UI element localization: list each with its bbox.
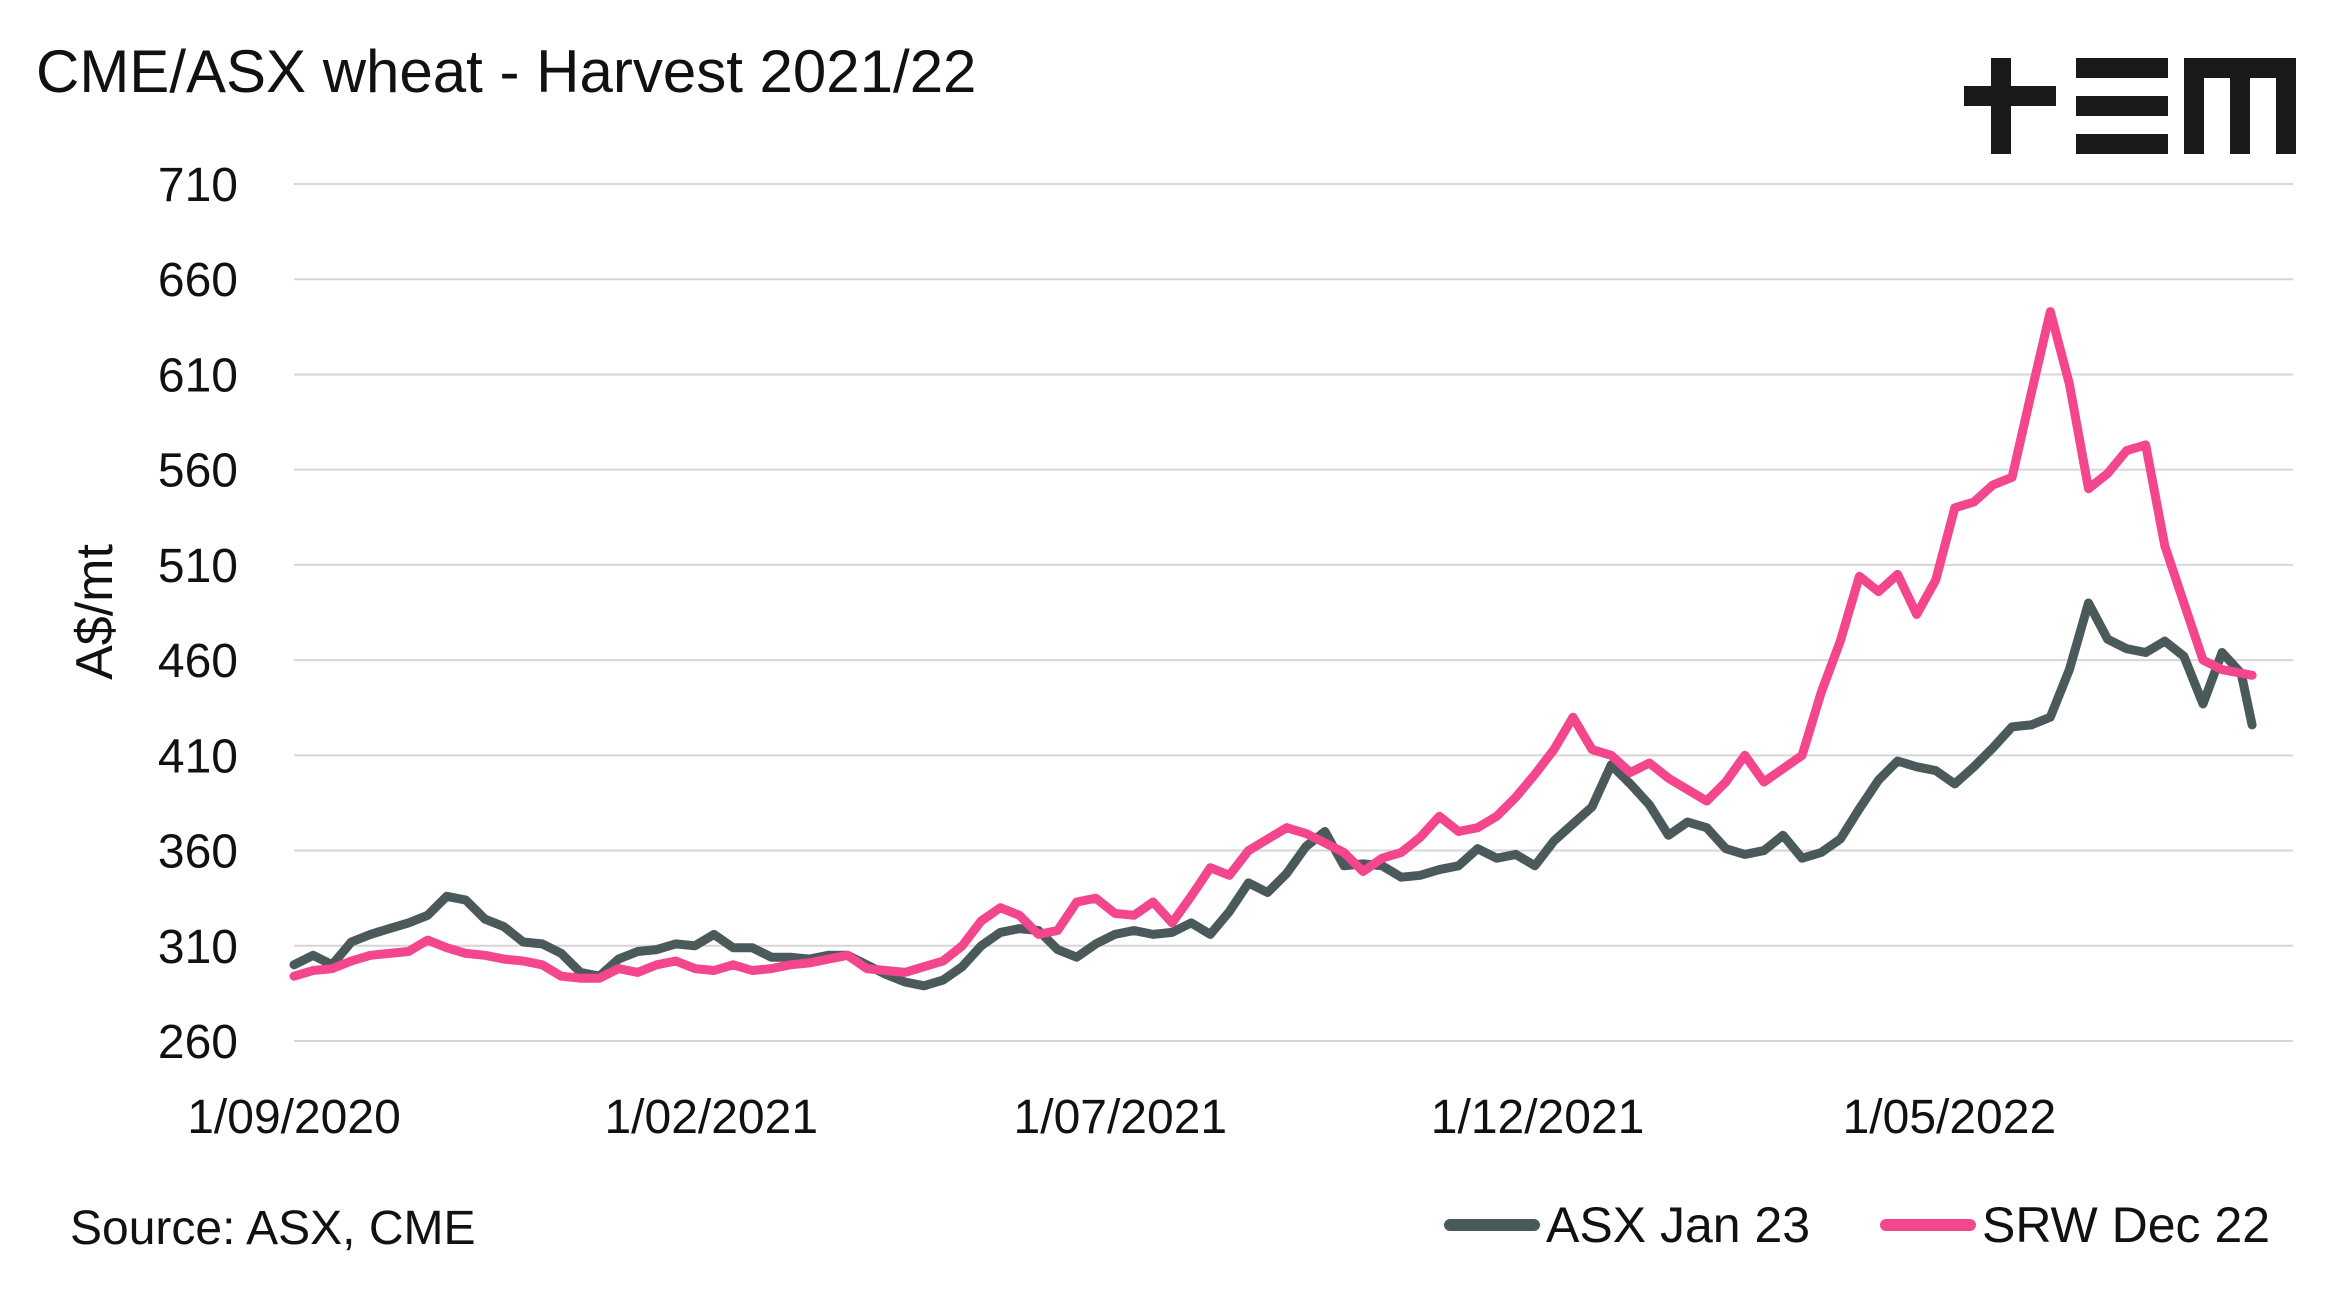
x-tick-label: 1/09/2020 — [187, 1091, 401, 1144]
x-tick-label: 1/02/2021 — [604, 1091, 818, 1144]
logo-e-bottom — [2076, 134, 2168, 154]
legend-label-asx: ASX Jan 23 — [1546, 1197, 1811, 1253]
y-tick-label: 310 — [158, 921, 238, 974]
x-tick-labels: 1/09/2020 1/02/2021 1/07/2021 1/12/2021 1/05… — [187, 1091, 2056, 1144]
y-tick-label: 610 — [158, 349, 238, 402]
series-line-srw — [289, 307, 2257, 983]
y-axis-label: A$/mt — [66, 544, 124, 680]
y-tick-label: 360 — [158, 826, 238, 879]
x-tick-label: 1/05/2022 — [1843, 1091, 2057, 1144]
x-tick-label: 1/07/2021 — [1014, 1091, 1228, 1144]
series-line-asx — [289, 598, 2257, 991]
y-tick-label: 460 — [158, 635, 238, 688]
y-tick-labels: 260 310 360 410 460 510 560 610 660 710 — [158, 159, 238, 1069]
logo-e-middle — [2076, 96, 2168, 116]
legend-label-srw: SRW Dec 22 — [1982, 1197, 2271, 1253]
legend-item-srw: SRW Dec 22 — [1880, 1200, 2270, 1250]
legend-swatch-asx — [1444, 1219, 1540, 1231]
y-tick-label: 410 — [158, 730, 238, 783]
x-tick-label: 1/12/2021 — [1431, 1091, 1645, 1144]
logo-m-left — [2184, 58, 2204, 154]
y-tick-label: 560 — [158, 445, 238, 498]
y-tick-label: 710 — [158, 159, 238, 212]
logo-plus-horizontal — [1964, 86, 2056, 106]
y-tick-label: 260 — [158, 1016, 238, 1069]
legend-swatch-srw — [1880, 1219, 1976, 1231]
logo-e-top — [2076, 58, 2168, 78]
chart-title: CME/ASX wheat - Harvest 2021/22 — [36, 38, 977, 105]
y-tick-label: 660 — [158, 254, 238, 307]
legend-item-asx: ASX Jan 23 — [1444, 1200, 1810, 1250]
logo-m-right — [2276, 58, 2296, 154]
tem-logo — [1964, 58, 2296, 154]
series-lines — [289, 307, 2257, 991]
gridlines — [294, 183, 2293, 1042]
logo-m-middle — [2230, 58, 2250, 154]
y-tick-label: 510 — [158, 540, 238, 593]
source-note: Source: ASX, CME — [70, 1202, 476, 1255]
